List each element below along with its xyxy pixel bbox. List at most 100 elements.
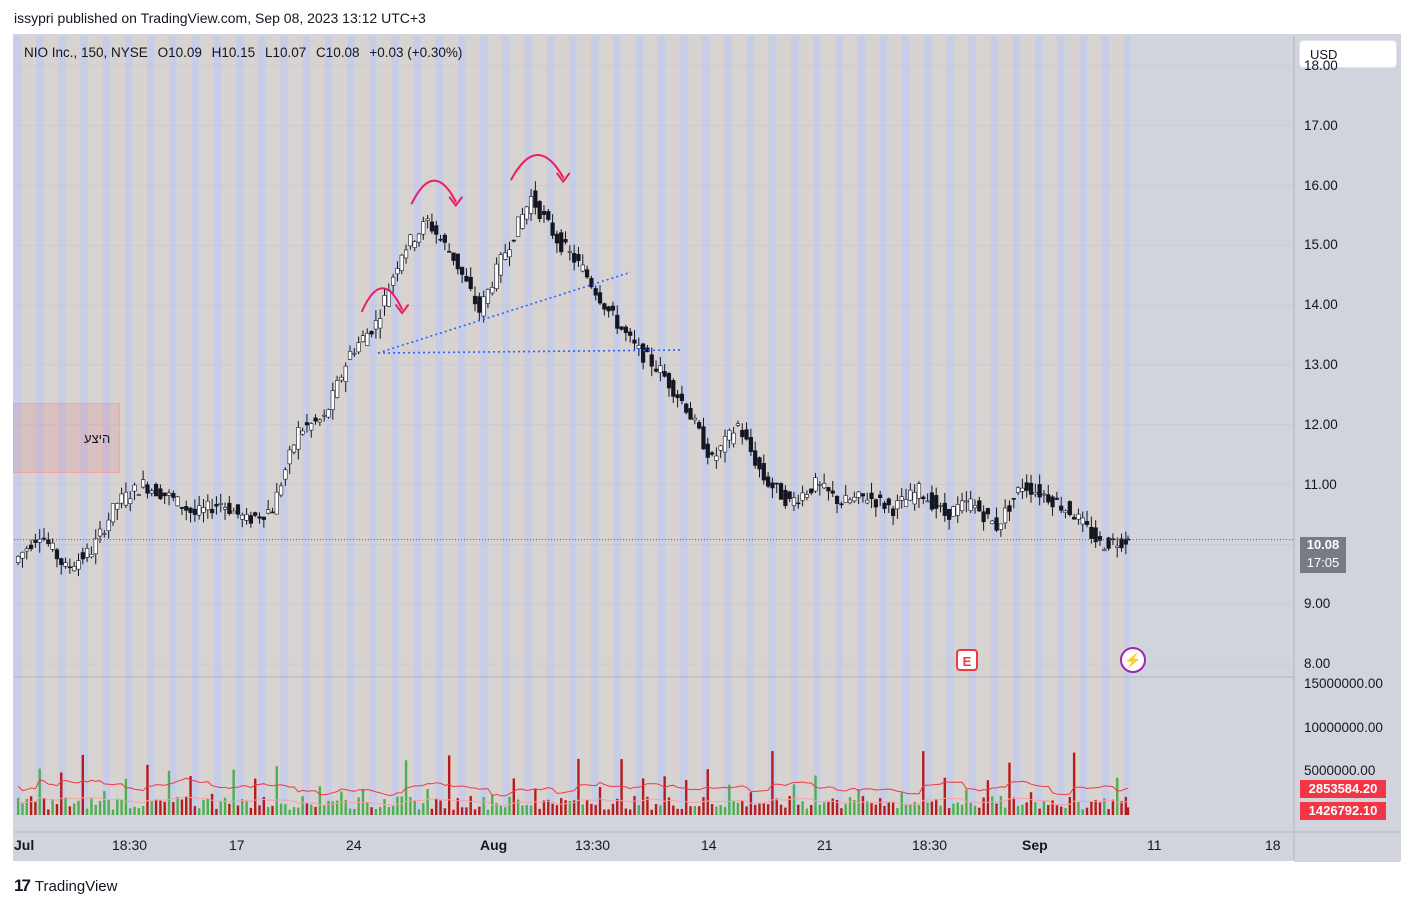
volume-bar-up <box>866 800 869 815</box>
volume-bar-up <box>728 784 731 815</box>
candle-down <box>671 380 676 397</box>
candle-down <box>757 457 762 470</box>
candle-down <box>977 500 982 512</box>
volume-ma-tag-2: 1426792.10 <box>1300 802 1386 820</box>
candle-down <box>584 269 590 278</box>
volume-bar-down <box>1025 802 1028 815</box>
candle-up <box>63 562 68 567</box>
candle-down <box>934 495 939 509</box>
volume-bar-up <box>499 806 503 815</box>
volume-bar-down <box>689 806 692 815</box>
session-band <box>916 36 925 815</box>
volume-bar-down <box>254 778 257 815</box>
session-band <box>680 36 688 815</box>
candle-down <box>248 515 253 524</box>
candle-down <box>873 499 878 508</box>
candle-down <box>1123 538 1128 545</box>
volume-bar-up <box>844 803 847 815</box>
candle-up <box>847 499 853 504</box>
volume-bar-up <box>525 804 528 815</box>
volume-bar-down <box>603 809 606 815</box>
candle-down <box>261 516 266 520</box>
candle-up <box>123 491 129 506</box>
volume-bar-down <box>1094 799 1097 815</box>
candle-up <box>481 296 486 317</box>
candle-up <box>222 507 228 510</box>
volume-bar-up <box>245 801 248 815</box>
volume-bar-up <box>391 805 395 815</box>
volume-bar-up <box>1064 808 1067 815</box>
session-band <box>554 36 562 815</box>
session-band <box>990 36 999 815</box>
volume-bar-up <box>939 805 942 815</box>
annotation-arrowhead <box>395 304 410 315</box>
session-band <box>746 36 754 815</box>
session-band <box>1116 36 1124 815</box>
volume-bar-down <box>146 764 149 815</box>
volume-tick-label: 5000000.00 <box>1304 763 1376 779</box>
volume-bar-down <box>585 800 589 815</box>
candle-up <box>938 505 943 507</box>
lightning-icon[interactable]: ⚡ <box>1120 647 1146 673</box>
volume-bar-down <box>159 800 162 815</box>
candle-down <box>653 368 659 372</box>
volume-bar-up <box>176 796 179 815</box>
session-band <box>450 36 458 815</box>
candle-down <box>981 511 986 523</box>
volume-bar-down <box>34 801 37 815</box>
candle-down <box>41 537 47 540</box>
footer-brand[interactable]: 17 TradingView <box>14 876 117 896</box>
volume-bar-up <box>348 808 352 815</box>
session-band <box>791 36 799 815</box>
candle-down <box>179 506 185 509</box>
session-band <box>1079 36 1087 815</box>
session-band <box>1064 36 1073 815</box>
volume-bar-down <box>840 808 843 815</box>
session-band <box>117 36 125 815</box>
candle-down <box>615 314 620 329</box>
candle-down <box>1119 538 1124 549</box>
volume-bar-down <box>943 777 947 815</box>
candle-up <box>149 490 154 494</box>
legend-high: H10.15 <box>211 45 256 60</box>
candle-down <box>257 516 262 519</box>
candle-up <box>300 430 305 435</box>
volume-bar-down <box>193 806 197 815</box>
candle-up <box>804 494 809 498</box>
candle-down <box>1084 521 1090 525</box>
candle-up <box>205 500 210 511</box>
candle-up <box>903 499 909 507</box>
legend-symbol[interactable]: NIO Inc., 150, NYSE <box>24 45 148 60</box>
session-band <box>546 36 555 815</box>
volume-bar-down <box>370 807 373 815</box>
volume-bar-up <box>1021 804 1024 815</box>
candle-down <box>33 539 38 543</box>
volume-bar-down <box>577 758 580 815</box>
session-band <box>887 36 895 815</box>
candle-up <box>964 500 969 503</box>
earnings-badge[interactable]: E <box>956 649 978 671</box>
volume-bar-up <box>72 803 76 815</box>
candle-up <box>197 505 202 516</box>
volume-bar-down <box>685 780 688 815</box>
currency-button[interactable]: USD <box>1299 40 1397 68</box>
price-tick-label: 9.00 <box>1304 596 1331 612</box>
candle-up <box>998 523 1003 530</box>
candle-up <box>231 510 236 514</box>
volume-bar-up <box>417 809 421 815</box>
volume-bar-down <box>775 798 778 815</box>
time-tick-label: 13:30 <box>575 837 611 853</box>
candle-up <box>1015 487 1021 493</box>
volume-bar-down <box>1055 805 1059 815</box>
volume-bar-down <box>452 809 455 815</box>
volume-bar-down <box>47 809 50 815</box>
candle-down <box>891 508 896 517</box>
candle-up <box>955 504 960 516</box>
volume-bar-up <box>21 803 24 815</box>
supply-zone-rect[interactable] <box>13 403 120 473</box>
volume-ma-line-lower <box>17 796 1128 806</box>
session-band <box>569 36 577 815</box>
volume-bar-up <box>896 807 899 815</box>
candle-up <box>800 492 805 501</box>
